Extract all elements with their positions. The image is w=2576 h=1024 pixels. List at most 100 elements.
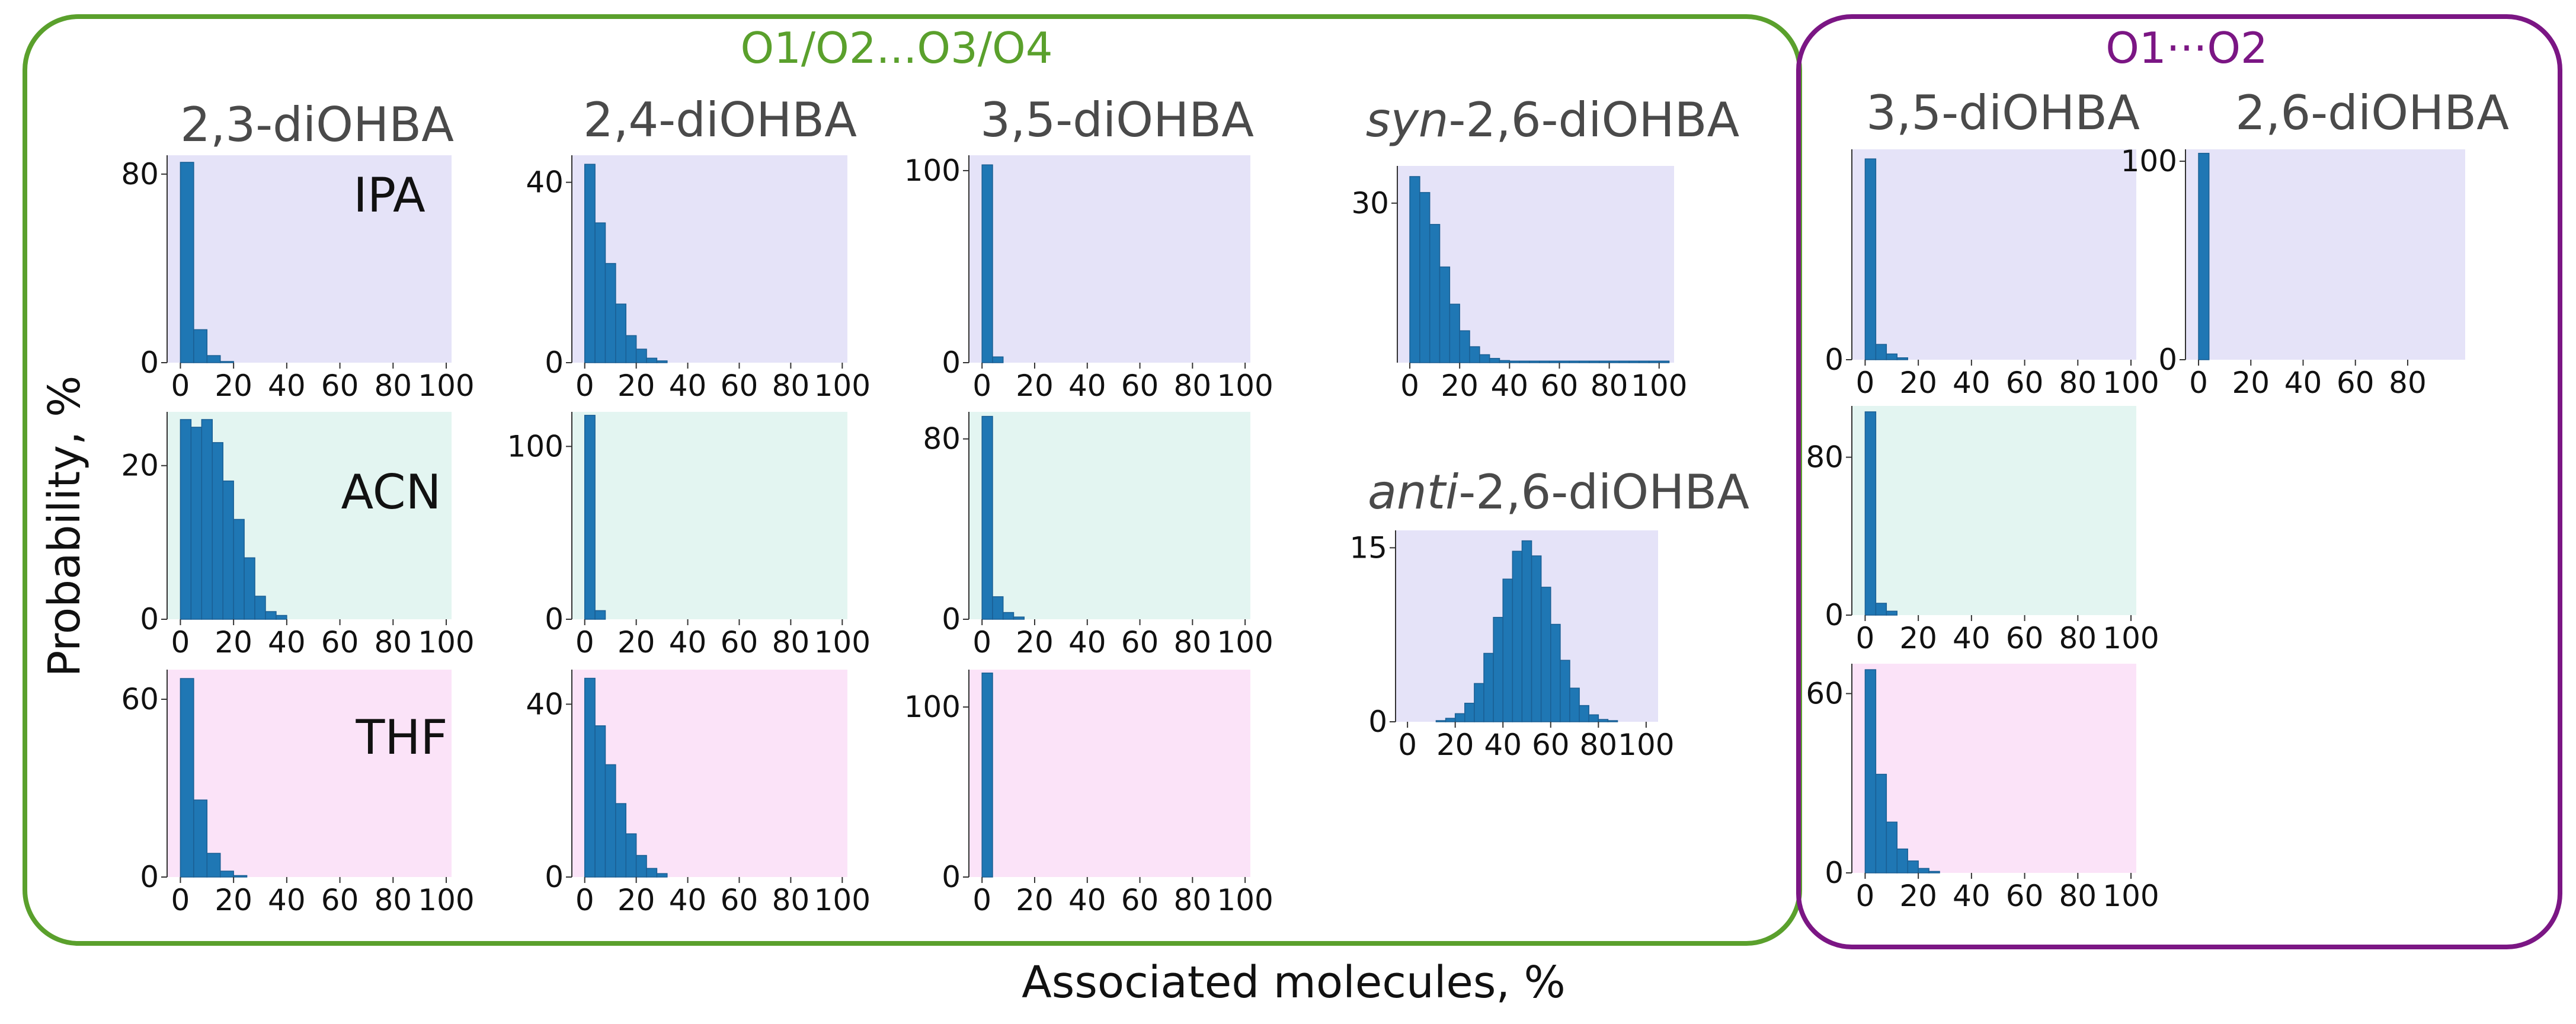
histogram-bar — [219, 361, 234, 363]
x-tick-label: 0 — [972, 625, 991, 660]
x-tick-label: 0 — [972, 369, 991, 403]
histogram-bar — [1886, 610, 1898, 616]
x-tick-label: 80 — [1174, 625, 1212, 660]
histogram-bar — [1509, 360, 1520, 363]
histogram-bar — [1560, 660, 1570, 722]
histogram-bar — [1499, 360, 1511, 363]
histogram-bar — [1512, 551, 1523, 722]
x-tick-label: 100 — [814, 625, 871, 660]
histogram-bar — [219, 871, 234, 878]
x-tick-label: 100 — [814, 369, 871, 403]
column-title-anti-2-6-diohba: anti-2,6-diOHBA — [1368, 465, 1749, 520]
histogram-bar — [1907, 860, 1919, 873]
x-tick-label: 20 — [617, 883, 655, 917]
histogram-bar — [1002, 612, 1015, 620]
panel-o1-o2-2-6-diohba-ipa: 0 20 40 60 80 0 100 — [2121, 144, 2465, 400]
x-tick-label: 80 — [2059, 366, 2097, 400]
histogram-bar — [1608, 360, 1620, 363]
histogram-bar — [981, 672, 993, 878]
histogram-bar — [254, 596, 266, 620]
histogram-bar — [1445, 718, 1456, 722]
y-tick-label: 100 — [507, 429, 564, 463]
x-tick-label: 20 — [1899, 879, 1937, 913]
x-tick-label: 60 — [721, 883, 759, 917]
histogram-bar — [190, 427, 203, 620]
x-tick-label: 80 — [374, 369, 412, 403]
group-frame-o1-o2 — [1796, 14, 2562, 949]
panel-anti-2-6-diohba: 0 20 40 60 80 100 0 15 — [1349, 530, 1675, 762]
column-title-syn-prefix: syn — [1366, 92, 1449, 148]
x-tick-label: 60 — [2337, 366, 2375, 400]
histogram-bar — [222, 480, 234, 620]
x-tick-label: 60 — [321, 883, 359, 917]
y-tick-label: 60 — [1806, 676, 1844, 711]
x-tick-label: 20 — [215, 369, 252, 403]
x-tick-label: 40 — [268, 369, 306, 403]
column-title-anti-prefix: anti — [1368, 465, 1458, 520]
x-tick-label: 100 — [2103, 879, 2159, 913]
x-tick-label: 60 — [2006, 879, 2044, 913]
histogram-bar — [625, 833, 637, 878]
histogram-bar — [635, 855, 647, 878]
histogram-bar — [233, 875, 248, 878]
y-tick-label: 0 — [942, 602, 961, 636]
plot-area — [969, 670, 1250, 877]
histogram-bar — [1875, 603, 1887, 616]
histogram-bar — [1864, 669, 1877, 873]
panel-2-3-diohba-acn: 0 20 40 60 80 100 0 20 — [121, 412, 475, 660]
histogram-bar — [1928, 871, 1940, 873]
histogram-bar — [1886, 821, 1898, 873]
histogram-bar — [180, 678, 194, 878]
x-tick-label: 20 — [617, 625, 655, 660]
x-tick-label: 40 — [1068, 369, 1106, 403]
histogram-bar — [656, 873, 668, 878]
x-tick-label: 100 — [1217, 883, 1273, 917]
histogram-bar — [1539, 360, 1550, 363]
group-title-o1-o2: O1···O2 — [2105, 23, 2268, 73]
histogram-bar — [206, 355, 221, 363]
x-tick-label: 40 — [1953, 366, 1991, 400]
histogram-bar — [1013, 616, 1025, 620]
plot-area — [572, 412, 847, 619]
y-tick-label: 100 — [2121, 144, 2177, 178]
histogram-bar — [1886, 353, 1898, 360]
x-tick-label: 40 — [2284, 366, 2322, 400]
y-tick-label: 0 — [545, 345, 564, 380]
histogram-bar — [615, 803, 627, 878]
histogram-bar — [1529, 360, 1540, 363]
x-tick-label: 80 — [1174, 883, 1212, 917]
histogram-bar — [656, 360, 668, 363]
histogram-bar — [1589, 360, 1600, 363]
histogram-bar — [1864, 158, 1877, 360]
solvent-label-thf: THF — [355, 710, 447, 765]
histogram-bar — [594, 222, 606, 363]
plot-area — [969, 412, 1250, 619]
histogram-bar — [1864, 411, 1877, 616]
histogram-bar — [992, 356, 1004, 363]
x-tick-label: 60 — [1121, 369, 1159, 403]
column-title-2-4-diohba: 2,4-diOHBA — [583, 92, 857, 148]
histogram-bar — [1454, 713, 1465, 722]
x-tick-label: 0 — [171, 625, 190, 660]
histogram-bar — [594, 725, 606, 878]
histogram-bar — [1618, 360, 1630, 363]
histogram-bar — [1474, 683, 1484, 722]
x-tick-label: 40 — [1491, 369, 1529, 403]
column-title-syn-rest: -2,6-diOHBA — [1449, 92, 1740, 148]
histogram-bar — [1875, 773, 1887, 873]
x-tick-label: 80 — [374, 625, 412, 660]
x-tick-label: 100 — [1217, 625, 1273, 660]
x-tick-label: 80 — [2389, 366, 2427, 400]
x-tick-label: 100 — [1618, 728, 1674, 762]
x-tick-label: 80 — [1591, 369, 1628, 403]
y-axis-title: Probability, % — [39, 376, 90, 677]
x-tick-label: 40 — [1068, 625, 1106, 660]
x-tick-label: 60 — [1121, 883, 1159, 917]
x-tick-label: 80 — [772, 625, 810, 660]
plot-area — [1852, 406, 2136, 615]
x-tick-label: 100 — [814, 883, 871, 917]
x-tick-label: 0 — [1398, 728, 1417, 762]
